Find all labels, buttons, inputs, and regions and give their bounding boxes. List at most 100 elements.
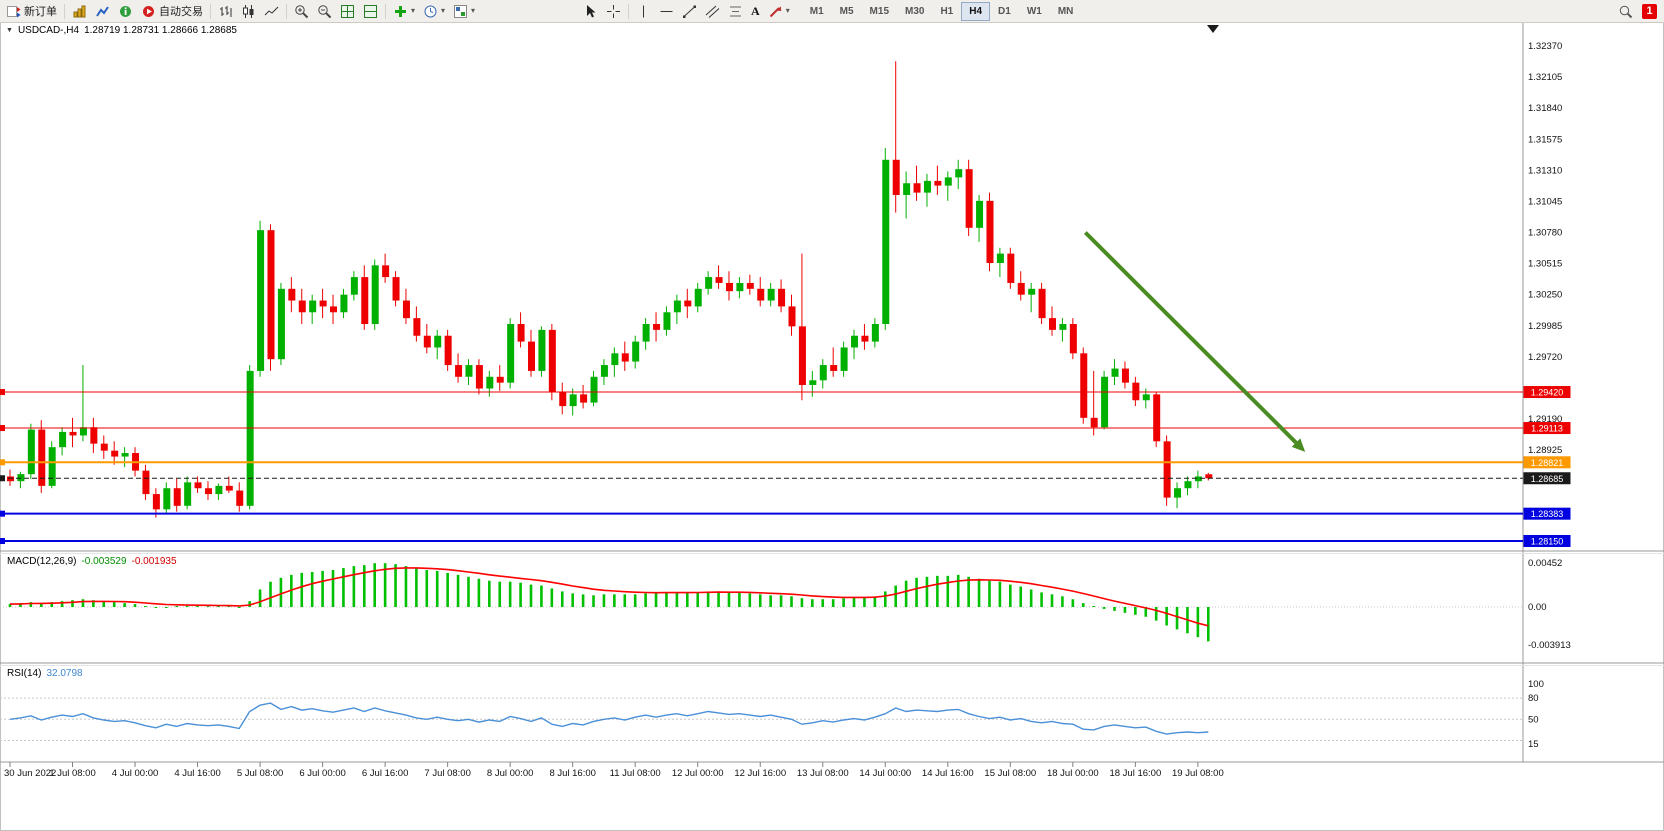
macd-bar bbox=[29, 602, 33, 607]
trendline-tool-button[interactable] bbox=[678, 1, 701, 21]
cursor-tool-button[interactable] bbox=[579, 1, 602, 21]
macd-panel: 0.00452 0.00 -0.003913 bbox=[0, 558, 1571, 651]
macd-bar bbox=[811, 599, 814, 607]
charts-button[interactable] bbox=[68, 1, 91, 21]
hline-1.28821[interactable]: 1.28821 bbox=[0, 456, 1571, 469]
periods-button[interactable]: ▾ bbox=[419, 1, 449, 21]
trend-arrow[interactable] bbox=[1083, 231, 1306, 452]
macd-bar bbox=[133, 604, 137, 607]
arrows-tool-button[interactable]: ▾ bbox=[764, 1, 794, 21]
candle-body bbox=[944, 177, 952, 186]
candle-body bbox=[986, 200, 994, 264]
candles-layer bbox=[7, 61, 1213, 518]
timeframe-m1[interactable]: M1 bbox=[802, 2, 832, 21]
new-order-button[interactable]: 新订单 bbox=[2, 1, 61, 21]
autotrade-button[interactable]: 自动交易 bbox=[137, 1, 207, 21]
text-tool-button[interactable]: A bbox=[747, 1, 764, 21]
candle-body bbox=[684, 300, 692, 307]
channel-icon bbox=[705, 5, 720, 18]
candle-body bbox=[767, 288, 775, 301]
candle-body bbox=[913, 183, 921, 193]
hline-1.29420[interactable]: 1.29420 bbox=[0, 386, 1571, 399]
hline-left-marker bbox=[0, 475, 5, 482]
zoom-out-button[interactable] bbox=[313, 1, 336, 21]
timeframe-h4[interactable]: H4 bbox=[961, 1, 991, 21]
timeframe-m5[interactable]: M5 bbox=[832, 2, 862, 21]
macd-bar bbox=[998, 581, 1002, 607]
toolbar-separator bbox=[64, 3, 65, 19]
timeframe-w1[interactable]: W1 bbox=[1019, 2, 1050, 21]
candle-body bbox=[111, 450, 119, 457]
hline-left-marker bbox=[0, 389, 5, 396]
price-tick-label: 1.30780 bbox=[1528, 228, 1562, 239]
hline-1.28150[interactable]: 1.28150 bbox=[0, 535, 1571, 548]
toolbar-separator bbox=[628, 3, 630, 19]
macd-bar bbox=[581, 594, 585, 607]
hline-1.29113[interactable]: 1.29113 bbox=[0, 422, 1571, 435]
symbol-dropdown-icon[interactable]: ▼ bbox=[6, 27, 13, 34]
macd-bar bbox=[706, 591, 710, 607]
timeframe-d1[interactable]: D1 bbox=[990, 2, 1019, 21]
candle-body bbox=[1007, 253, 1015, 283]
candle-body bbox=[277, 288, 285, 360]
channel-tool-button[interactable] bbox=[701, 1, 724, 21]
zoom-in-button[interactable] bbox=[290, 1, 313, 21]
candle-body bbox=[361, 277, 369, 325]
time-tick-label: 4 Jul 16:00 bbox=[174, 768, 220, 779]
crosshair-tool-button[interactable] bbox=[602, 1, 625, 21]
fibonacci-tool-button[interactable] bbox=[724, 1, 747, 21]
candle-body bbox=[528, 341, 535, 371]
macd-bar bbox=[946, 575, 950, 607]
rsi-axis-label: 80 bbox=[1528, 693, 1539, 704]
macd-bar bbox=[1165, 607, 1168, 626]
candle-body bbox=[976, 200, 984, 228]
macd-bar bbox=[446, 572, 449, 607]
candle-body bbox=[215, 485, 223, 495]
candle-body bbox=[590, 376, 598, 403]
timeframe-m30[interactable]: M30 bbox=[897, 2, 932, 21]
candle-body bbox=[309, 300, 317, 313]
tile-windows-button[interactable] bbox=[336, 1, 359, 21]
line-chart-button[interactable] bbox=[260, 1, 283, 21]
macd-bar bbox=[977, 578, 981, 607]
cascade-windows-button[interactable] bbox=[359, 1, 382, 21]
bar-chart-button[interactable] bbox=[214, 1, 237, 21]
macd-bar bbox=[1113, 607, 1116, 611]
hline-1.28685[interactable]: 1.28685 bbox=[0, 472, 1571, 485]
macd-bar bbox=[686, 592, 689, 607]
candle-body bbox=[548, 329, 556, 393]
templates-button[interactable]: ▾ bbox=[449, 1, 479, 21]
candle-body bbox=[1038, 288, 1046, 319]
search-button[interactable] bbox=[1614, 1, 1637, 21]
candle-body bbox=[340, 294, 348, 313]
macd-bar bbox=[435, 570, 439, 607]
rsi-panel: 100 80 50 15 bbox=[0, 679, 1544, 750]
indicators-button[interactable]: ▾ bbox=[389, 1, 419, 21]
macd-signal-value: -0.001935 bbox=[131, 556, 177, 567]
hline-left-marker bbox=[0, 538, 5, 545]
macd-bar bbox=[790, 596, 793, 607]
crosshair-icon bbox=[607, 4, 621, 18]
vertical-line-tool-button[interactable] bbox=[632, 1, 655, 21]
candlestick-chart-button[interactable] bbox=[237, 1, 260, 21]
candle-body bbox=[830, 365, 838, 371]
timeframe-m15[interactable]: M15 bbox=[862, 2, 897, 21]
hline-1.28383[interactable]: 1.28383 bbox=[0, 507, 1571, 520]
new-order-icon bbox=[7, 5, 21, 17]
chart-shift-marker[interactable] bbox=[1207, 25, 1219, 33]
notification-badge[interactable]: 1 bbox=[1642, 3, 1657, 19]
horizontal-line-tool-button[interactable] bbox=[655, 1, 678, 21]
candle-body bbox=[194, 482, 202, 489]
candle-body bbox=[236, 490, 244, 506]
macd-bar bbox=[1081, 603, 1085, 607]
time-tick-label: 18 Jul 16:00 bbox=[1109, 768, 1161, 779]
candle-body bbox=[819, 365, 827, 381]
timeframe-mn[interactable]: MN bbox=[1050, 2, 1082, 21]
data-window-button[interactable] bbox=[114, 1, 137, 21]
market-watch-button[interactable] bbox=[91, 1, 114, 21]
time-tick-label: 7 Jul 08:00 bbox=[424, 768, 470, 779]
timeframe-h1[interactable]: H1 bbox=[932, 2, 961, 21]
macd-bar bbox=[352, 566, 356, 607]
zoom-in-icon bbox=[295, 4, 309, 18]
